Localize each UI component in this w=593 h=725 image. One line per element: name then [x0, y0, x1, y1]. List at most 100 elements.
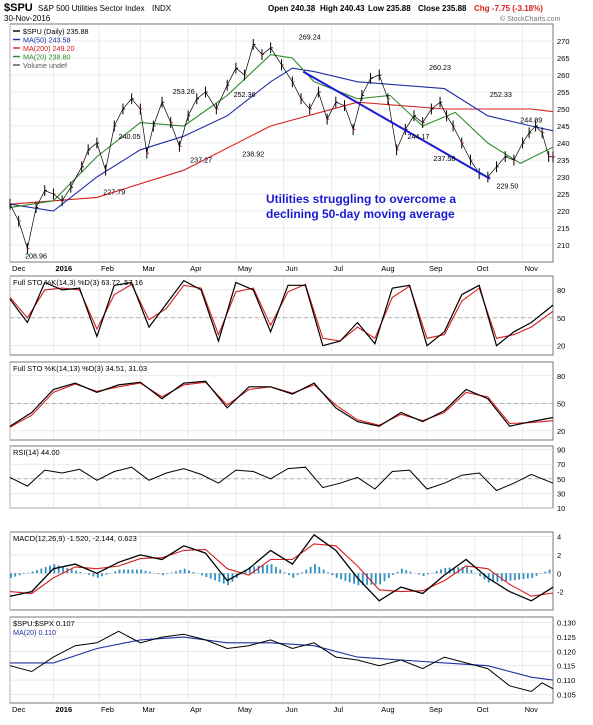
- macd-hist-bar: [19, 573, 21, 575]
- macd-hist-bar: [219, 573, 221, 582]
- macd-hist-bar: [210, 573, 212, 578]
- macd-hist-bar: [284, 572, 286, 573]
- sto1-panel-ytick-label: 80: [557, 286, 565, 295]
- macd-hist-bar: [140, 570, 142, 574]
- ratio-panel-ytick-label: 0.125: [557, 633, 576, 642]
- rsi-title: RSI(14) 44.00: [13, 448, 60, 457]
- chart-note: Utilities struggling to overcome a: [266, 192, 456, 206]
- macd-hist-bar: [149, 572, 151, 573]
- price-panel-ytick-label: 255: [557, 88, 570, 97]
- x-tick-label: Sep: [429, 264, 442, 273]
- price-annotation: 237.27: [190, 155, 212, 164]
- macd-hist-bar: [114, 571, 116, 573]
- x-tick-label: Jun: [286, 705, 298, 714]
- x-tick-label: Aug: [381, 264, 394, 273]
- x-tick-label: Oct: [477, 264, 490, 273]
- x-tick-label: Nov: [525, 264, 539, 273]
- macd-hist-bar: [136, 570, 138, 574]
- macd-hist-bar: [523, 573, 525, 579]
- open-value: Open 240.38: [268, 4, 316, 13]
- macd-hist-bar: [410, 572, 412, 574]
- macd-hist-bar: [132, 570, 134, 574]
- macd-hist-bar: [258, 566, 260, 574]
- macd-hist-bar: [349, 573, 351, 582]
- symbol-label: $SPU: [4, 2, 33, 14]
- macd-hist-bar: [266, 565, 268, 574]
- x-tick-label: Aug: [381, 705, 394, 714]
- macd-hist-bar: [331, 573, 333, 575]
- watermark: © StockCharts.com: [500, 15, 561, 23]
- macd-hist-bar: [297, 573, 299, 575]
- x-tick-label: 2016: [55, 264, 72, 273]
- price-panel-ytick-label: 265: [557, 54, 570, 63]
- macd-hist-bar: [106, 573, 108, 574]
- macd-hist-bar: [431, 573, 433, 574]
- sto2-panel-ytick-label: 80: [557, 372, 565, 381]
- macd-panel-ytick-label: 4: [557, 533, 561, 542]
- date-label: 30-Nov-2016: [4, 14, 51, 23]
- macd-hist-bar: [184, 569, 186, 574]
- macd-hist-bar: [262, 565, 264, 573]
- price-annotation: 269.24: [299, 33, 321, 42]
- rsi-panel-ytick-label: 10: [557, 504, 565, 513]
- macd-hist-bar: [444, 568, 446, 574]
- macd-hist-bar: [375, 573, 377, 584]
- macd-hist-bar: [544, 572, 546, 574]
- x-tick-label: Mar: [142, 264, 155, 273]
- x-tick-label: Jul: [333, 264, 343, 273]
- ratio-title: $SPU:$SPX 0.107: [13, 619, 75, 628]
- macd-hist-bar: [292, 573, 294, 578]
- macd-hist-bar: [14, 573, 16, 576]
- sto2-panel-ytick-label: 50: [557, 399, 565, 408]
- macd-hist-bar: [275, 567, 277, 573]
- macd-hist-bar: [32, 571, 34, 573]
- macd-hist-bar: [518, 573, 520, 579]
- macd-hist-bar: [179, 570, 181, 573]
- price-panel-ytick-label: 240: [557, 139, 570, 148]
- price-annotation: 229.50: [496, 182, 518, 191]
- price-panel-ytick-label: 270: [557, 37, 570, 46]
- macd-hist-bar: [344, 573, 346, 581]
- macd-hist-bar: [58, 565, 60, 573]
- macd-hist-bar: [279, 570, 281, 574]
- price-annotation: 253.26: [173, 87, 195, 96]
- macd-hist-bar: [405, 570, 407, 573]
- macd-hist-bar: [418, 573, 420, 574]
- x-tick-label: Nov: [525, 705, 539, 714]
- macd-hist-bar: [271, 564, 273, 573]
- index-name: S&P 500 Utilities Sector Index: [38, 4, 145, 13]
- macd-hist-bar: [93, 573, 95, 576]
- macd-hist-bar: [23, 573, 25, 574]
- panels-group: 2102152202252302352402452502552602652702…: [10, 24, 576, 714]
- price-panel-ytick-label: 260: [557, 71, 570, 80]
- macd-hist-bar: [379, 573, 381, 584]
- change-value: Chg -7.75 (-3.18%): [474, 4, 543, 13]
- macd-hist-bar: [171, 573, 173, 574]
- macd-hist-bar: [397, 572, 399, 573]
- rsi-panel-ytick-label: 90: [557, 446, 565, 455]
- macd-hist-bar: [158, 573, 160, 574]
- price-panel-ytick-label: 210: [557, 241, 570, 250]
- macd-hist-bar: [318, 567, 320, 573]
- sto2-title: Full STO %K(14,13) %D(3) 34.51, 31.03: [13, 364, 147, 373]
- price-panel-ytick-label: 235: [557, 156, 570, 165]
- rsi-panel-ytick-label: 50: [557, 475, 565, 484]
- macd-hist-bar: [392, 573, 394, 575]
- ratio-panel-ytick-label: 0.120: [557, 647, 576, 656]
- macd-hist-bar: [510, 573, 512, 580]
- macd-hist-bar: [166, 573, 168, 574]
- x-tick-label: Mar: [142, 705, 155, 714]
- exchange-label: INDX: [152, 4, 172, 13]
- x-tick-label: May: [238, 705, 252, 714]
- x-tick-label: Jul: [333, 705, 343, 714]
- macd-hist-bar: [288, 573, 290, 575]
- macd-hist-bar: [88, 573, 90, 575]
- price-annotation: 237.58: [433, 154, 455, 163]
- macd-hist-bar: [314, 564, 316, 573]
- price-panel-ytick-label: 225: [557, 190, 570, 199]
- ratio-panel-ytick-label: 0.115: [557, 662, 575, 671]
- macd-hist-bar: [214, 573, 216, 580]
- rsi-panel-ytick-label: 30: [557, 489, 565, 498]
- macd-hist-bar: [427, 573, 429, 574]
